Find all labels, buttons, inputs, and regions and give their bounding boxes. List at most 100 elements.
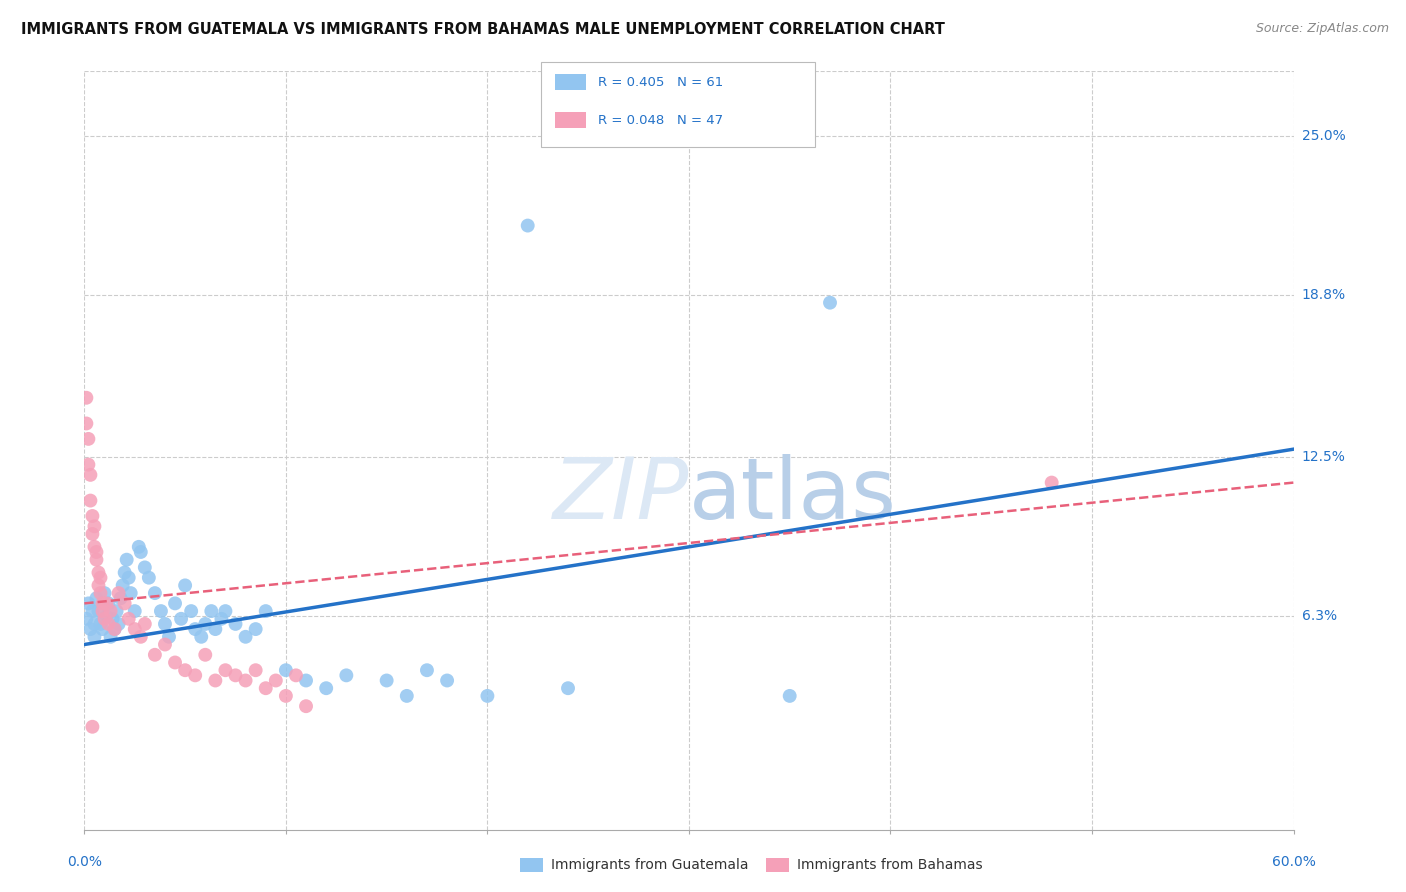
Point	[86, 545, 108, 559]
Point	[79, 467, 101, 482]
Point	[114, 566, 136, 580]
Point	[194, 616, 217, 631]
Point	[82, 527, 104, 541]
Point	[104, 622, 127, 636]
Point	[79, 622, 101, 636]
Point	[77, 596, 100, 610]
Point	[245, 663, 267, 677]
Point	[165, 596, 187, 610]
Point	[82, 508, 104, 523]
Point	[89, 586, 111, 600]
Point	[779, 689, 801, 703]
Point	[477, 689, 499, 703]
Point	[105, 604, 128, 618]
Point	[100, 630, 122, 644]
Point	[83, 630, 105, 644]
Point	[143, 586, 166, 600]
Point	[153, 638, 176, 652]
Point	[818, 295, 841, 310]
Point	[170, 612, 193, 626]
Text: 18.8%: 18.8%	[1302, 288, 1346, 302]
Point	[436, 673, 458, 688]
Point	[180, 604, 202, 618]
Text: Source: ZipAtlas.com: Source: ZipAtlas.com	[1256, 22, 1389, 36]
Point	[100, 604, 122, 618]
Text: 6.3%: 6.3%	[1302, 609, 1337, 624]
Point	[104, 622, 127, 636]
Point	[174, 663, 197, 677]
Point	[190, 630, 212, 644]
Point	[209, 612, 232, 626]
Point	[87, 604, 110, 618]
Point	[153, 616, 176, 631]
Point	[101, 612, 124, 626]
Point	[129, 630, 152, 644]
Point	[315, 681, 337, 696]
Point	[204, 673, 226, 688]
Point	[107, 586, 129, 600]
Point	[114, 596, 136, 610]
Point	[557, 681, 579, 696]
Point	[165, 656, 187, 670]
Point	[395, 689, 418, 703]
Point	[184, 622, 207, 636]
Point	[254, 681, 277, 696]
Point	[143, 648, 166, 662]
Text: R = 0.405   N = 61: R = 0.405 N = 61	[598, 76, 723, 88]
Point	[235, 673, 257, 688]
Point	[86, 591, 108, 606]
Point	[97, 616, 120, 631]
Point	[157, 630, 180, 644]
Point	[82, 720, 104, 734]
Point	[295, 699, 318, 714]
Point	[75, 391, 97, 405]
Point	[91, 622, 114, 636]
Point	[274, 663, 297, 677]
Point	[416, 663, 439, 677]
Point	[82, 604, 104, 618]
Text: IMMIGRANTS FROM GUATEMALA VS IMMIGRANTS FROM BAHAMAS MALE UNEMPLOYMENT CORRELATI: IMMIGRANTS FROM GUATEMALA VS IMMIGRANTS …	[21, 22, 945, 37]
Point	[87, 578, 110, 592]
Point	[235, 630, 257, 644]
Point	[77, 432, 100, 446]
Text: 12.5%: 12.5%	[1302, 450, 1346, 464]
Point	[174, 578, 197, 592]
Text: 60.0%: 60.0%	[1271, 855, 1316, 869]
Text: 0.0%: 0.0%	[67, 855, 101, 869]
Point	[96, 596, 118, 610]
Point	[1040, 475, 1063, 490]
Point	[118, 571, 141, 585]
Point	[93, 612, 115, 626]
Point	[75, 417, 97, 431]
Point	[91, 596, 114, 610]
Point	[335, 668, 357, 682]
Point	[96, 609, 118, 624]
Point	[295, 673, 318, 688]
Point	[115, 552, 138, 566]
Point	[194, 648, 217, 662]
Point	[124, 622, 146, 636]
Point	[124, 604, 146, 618]
Point	[93, 586, 115, 600]
Point	[149, 604, 172, 618]
Point	[111, 578, 134, 592]
Text: Immigrants from Bahamas: Immigrants from Bahamas	[797, 858, 983, 872]
Point	[120, 586, 142, 600]
Point	[79, 493, 101, 508]
Point	[225, 668, 247, 682]
Point	[138, 571, 160, 585]
Point	[110, 591, 132, 606]
Point	[254, 604, 277, 618]
Point	[89, 616, 111, 631]
Point	[97, 596, 120, 610]
Point	[204, 622, 226, 636]
Point	[274, 689, 297, 703]
Point	[214, 604, 236, 618]
Point	[245, 622, 267, 636]
Point	[285, 668, 308, 682]
Text: atlas: atlas	[689, 454, 897, 538]
Point	[214, 663, 236, 677]
Point	[134, 560, 156, 574]
Point	[83, 519, 105, 533]
Text: 25.0%: 25.0%	[1302, 128, 1346, 143]
